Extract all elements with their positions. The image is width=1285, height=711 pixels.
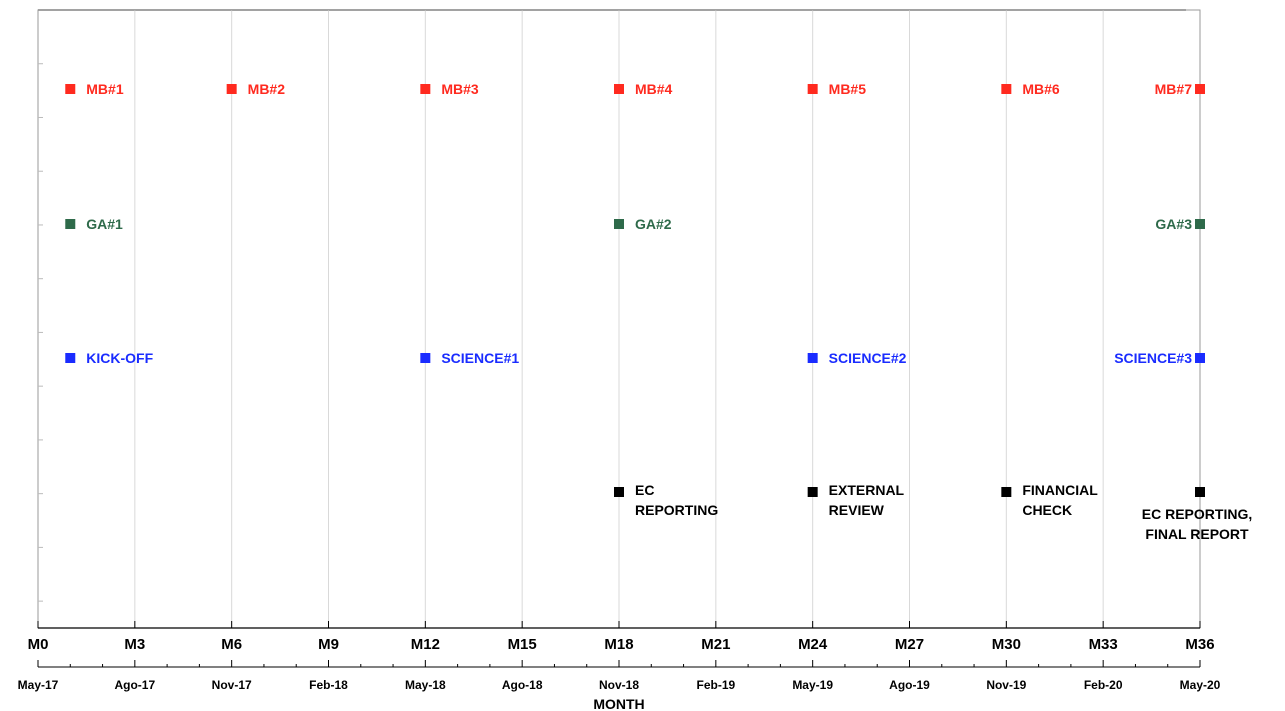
milestone-marker: [1001, 487, 1012, 497]
x-tick-label: M9: [318, 636, 339, 653]
milestone-label: MB#2: [248, 81, 286, 97]
milestone-marker: [1195, 219, 1205, 229]
date-axis: May-17 Ago-17 Nov-17 Feb-18 May-18 Ago-18 Nov-…: [18, 660, 1221, 692]
date-tick-label: Nov-18: [599, 678, 639, 692]
date-tick-label: Feb-20: [1084, 678, 1123, 692]
milestone-markers: MB#1 MB#2 MB#3 MB#4 MB#5 MB#6 MB#7 GA#1 GA#2 GA#3…: [65, 81, 1252, 542]
milestone-label: MB#1: [86, 81, 124, 97]
milestone-label: MB#6: [1022, 81, 1060, 97]
milestone-label: MB#4: [635, 81, 673, 97]
x-tick-label: M0: [28, 636, 49, 653]
y-minor-ticks: [38, 63, 43, 602]
x-axis-title: MONTH: [593, 696, 644, 711]
milestone-label: MB#3: [441, 81, 479, 97]
x-tick-label: M15: [508, 636, 537, 653]
date-tick-label: May-20: [1180, 678, 1221, 692]
date-tick-label: Nov-17: [212, 678, 252, 692]
milestone-marker: [807, 353, 818, 363]
x-axis: M0 M3 M6 M9 M12 M15 M18 M21 M24 M27 M30 M33 M36: [28, 621, 1215, 653]
date-tick-label: Nov-19: [986, 678, 1026, 692]
date-tick-label: May-18: [405, 678, 446, 692]
x-tick-label: M12: [411, 636, 440, 653]
date-tick-label: May-19: [792, 678, 833, 692]
date-tick-label: Ago-18: [502, 678, 543, 692]
milestone-marker: [420, 353, 431, 363]
milestone-marker: [614, 487, 624, 497]
x-tick-label: M21: [701, 636, 730, 653]
x-tick-label: M27: [895, 636, 924, 653]
milestone-marker: [65, 353, 76, 363]
milestone-marker: [65, 84, 76, 94]
x-tick-label: M30: [992, 636, 1021, 653]
x-tick-label: M33: [1089, 636, 1118, 653]
milestone-label: MB#7: [1155, 81, 1193, 97]
x-tick-label: M6: [221, 636, 242, 653]
milestone-marker: [807, 84, 818, 94]
milestone-marker: [614, 219, 624, 229]
x-tick-label: M36: [1185, 636, 1214, 653]
date-tick-label: Ago-17: [114, 678, 155, 692]
milestone-label: EC REPORTING, FINAL REPORT: [1142, 506, 1252, 542]
milestone-marker: [1001, 84, 1012, 94]
milestone-marker: [1195, 84, 1205, 94]
milestone-label: GA#2: [635, 216, 672, 232]
milestone-label: SCIENCE#2: [829, 350, 907, 366]
date-tick-label: May-17: [18, 678, 59, 692]
milestone-marker: [420, 84, 431, 94]
milestone-marker: [614, 84, 624, 94]
x-tick-label: M18: [604, 636, 633, 653]
milestone-marker: [226, 84, 237, 94]
milestone-marker: [807, 487, 818, 497]
milestone-marker: [65, 219, 76, 229]
date-tick-label: Feb-18: [309, 678, 348, 692]
x-tick-label: M3: [124, 636, 145, 653]
milestone-label: EXTERNAL REVIEW: [829, 482, 905, 518]
milestone-marker: [1195, 353, 1205, 363]
date-tick-label: Feb-19: [696, 678, 735, 692]
milestone-label: SCIENCE#1: [441, 350, 519, 366]
milestone-label: SCIENCE#3: [1114, 350, 1192, 366]
milestone-marker: [1195, 487, 1205, 497]
milestone-label: FINANCIAL CHECK: [1022, 482, 1098, 518]
date-tick-label: Ago-19: [889, 678, 930, 692]
milestone-label: GA#1: [86, 216, 123, 232]
milestone-label: KICK-OFF: [86, 350, 153, 366]
milestone-label: EC REPORTING: [635, 482, 718, 518]
milestone-label: MB#5: [829, 81, 867, 97]
vertical-gridlines: [38, 9, 1186, 628]
x-tick-label: M24: [798, 636, 828, 653]
milestone-label: GA#3: [1155, 216, 1192, 232]
